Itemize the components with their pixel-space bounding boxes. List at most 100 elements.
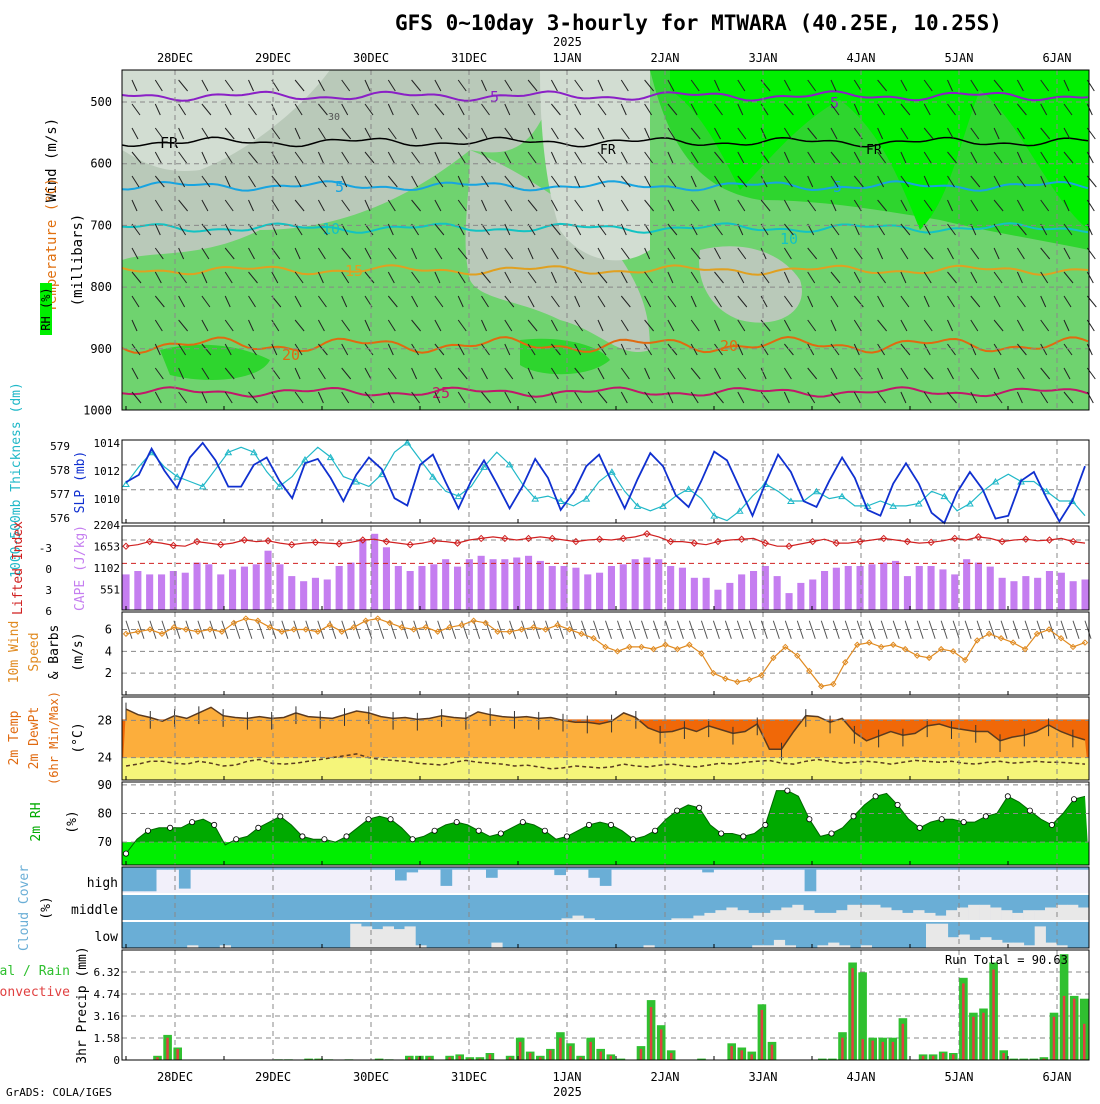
thickness-point xyxy=(122,480,130,487)
rh2m-point xyxy=(453,819,460,826)
cloud-clear-bar xyxy=(415,945,427,948)
cloud-clear-bar xyxy=(902,912,914,921)
wind10-speed-point xyxy=(254,617,262,624)
rh2m-point xyxy=(696,804,703,811)
isotherm-line xyxy=(121,386,1089,398)
precip-conv-bar xyxy=(841,1037,844,1060)
wind10-speed-point xyxy=(937,645,945,653)
wind-barb xyxy=(341,127,352,140)
wind-barb xyxy=(783,271,790,284)
wind-barb xyxy=(294,127,301,140)
wind10-speed-point xyxy=(842,659,849,666)
wind-barb xyxy=(667,151,674,164)
wind-barb xyxy=(201,271,208,284)
wind-barb xyxy=(504,295,515,308)
wind-barb xyxy=(1040,151,1049,164)
top-date-label: 1JAN xyxy=(553,51,582,65)
thickness-point xyxy=(761,480,770,487)
wind-barb xyxy=(620,79,629,92)
wind-barb xyxy=(527,295,535,308)
wind10-barb xyxy=(425,620,433,639)
wind-barb xyxy=(224,175,231,188)
cloud-high-bar xyxy=(713,867,726,870)
precip-conv-bar xyxy=(448,1057,451,1060)
wind10-speed-point xyxy=(961,656,969,664)
cloud-clear-bar xyxy=(371,929,384,948)
wind-barb xyxy=(830,223,840,236)
bottom-date-label: 6JAN xyxy=(1043,1070,1072,1084)
wind10-speed-point xyxy=(854,641,861,648)
wind10-barb xyxy=(1012,620,1020,639)
wind-barb xyxy=(970,103,977,116)
wind-barb xyxy=(527,343,536,356)
wind-barb xyxy=(527,319,538,332)
precip-conv-bar xyxy=(760,1009,764,1060)
rh2m-point xyxy=(1048,821,1055,828)
cloud-high-bar xyxy=(258,867,271,870)
wind-barb xyxy=(923,175,930,188)
wind-barb xyxy=(154,127,164,140)
cloud-high-bar xyxy=(1066,867,1078,870)
wind-barb xyxy=(853,199,862,212)
wind10-barb xyxy=(808,620,816,639)
cloud-clear-bar xyxy=(1045,942,1057,948)
wind-barb xyxy=(154,391,162,404)
wind-barb xyxy=(597,151,608,164)
wind-barb xyxy=(714,343,723,356)
lifted-index-point xyxy=(785,542,793,550)
wind10-barb xyxy=(940,620,948,639)
wind-barb xyxy=(760,247,767,260)
wind-barb xyxy=(877,343,886,356)
wind10-speed-point xyxy=(374,615,381,622)
wind-barb xyxy=(1017,103,1027,116)
wind-barb xyxy=(923,295,930,308)
precip-conv-bar xyxy=(418,1057,421,1060)
rh-region-mid2 xyxy=(465,150,650,353)
wind-barb xyxy=(131,391,142,404)
wind-barb xyxy=(341,319,351,332)
wind-barb xyxy=(178,175,186,188)
wind-barb xyxy=(131,319,138,332)
wind-barb xyxy=(714,127,721,140)
wind-barb xyxy=(737,175,748,188)
top-date-label: 6JAN xyxy=(1043,51,1072,65)
wind-barb xyxy=(830,367,838,380)
wind-barb xyxy=(527,367,534,380)
wind-barb xyxy=(434,271,441,284)
wind-barb xyxy=(318,103,328,116)
wind10-barb xyxy=(353,620,361,639)
wind-barb xyxy=(341,175,348,188)
cloud-clear-bar xyxy=(491,942,503,948)
rh2m-point xyxy=(828,830,835,837)
wind-barb xyxy=(1063,175,1072,188)
wind-barb xyxy=(387,343,394,356)
wind-barb xyxy=(341,79,351,92)
thickness-point xyxy=(659,502,667,509)
isotherm-label: 15 xyxy=(345,262,363,280)
wind10-speed-point xyxy=(602,643,609,651)
wind-barb xyxy=(131,295,140,308)
cape-bar xyxy=(122,574,130,610)
wind10-speed-point xyxy=(806,667,813,675)
rh2m-point xyxy=(608,821,615,828)
wind-barb xyxy=(527,247,534,260)
wind-barb xyxy=(737,391,745,404)
cloud-high-bar xyxy=(850,867,862,870)
wind-barb xyxy=(411,127,418,140)
temp-ylabel-1: 2m Temp xyxy=(7,710,22,765)
wind-barb xyxy=(947,343,956,356)
lifted-index-point xyxy=(951,534,959,543)
thickness-point xyxy=(301,456,309,463)
cloud-high-bar xyxy=(201,867,214,870)
wind10-speed-point xyxy=(542,626,549,633)
wind-barb xyxy=(131,151,142,164)
cape-bar xyxy=(146,574,154,610)
wind-barb xyxy=(1086,391,1094,404)
cape-bar xyxy=(963,559,971,610)
wind-barb xyxy=(294,271,304,284)
precip-total-bar xyxy=(1009,1058,1018,1060)
wind-barb xyxy=(760,367,767,380)
wind10-barb xyxy=(245,620,253,639)
wind-barb xyxy=(784,343,794,356)
wind-barb xyxy=(1016,391,1023,404)
